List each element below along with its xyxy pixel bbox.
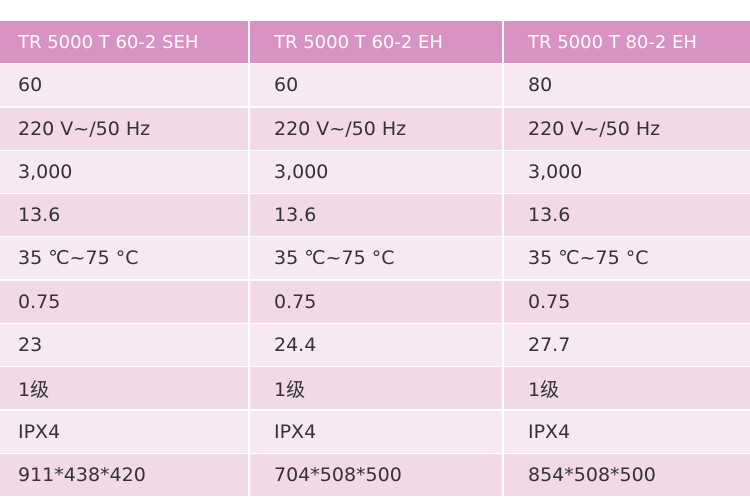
table-cell: 60 xyxy=(0,64,248,107)
table-cell: 704*508*500 xyxy=(250,453,502,496)
table-cell: 220 V~/50 Hz xyxy=(0,107,248,150)
header-cell: TR 5000 T 80-2 EH xyxy=(504,21,750,63)
header-row: TR 5000 T 60-2 SEH TR 5000 T 60-2 EH TR 50… xyxy=(0,21,750,64)
table-row: 23 24.4 27.7 xyxy=(0,324,750,367)
table-cell: 0.75 xyxy=(250,280,502,323)
table-cell: 1级 xyxy=(0,367,248,410)
table-cell: 13.6 xyxy=(250,194,502,237)
table-cell: IPX4 xyxy=(250,410,502,453)
table-row: 3,000 3,000 3,000 xyxy=(0,150,750,194)
table-cell: 80 xyxy=(504,64,750,107)
table-row: 35 ℃~75 °C 35 ℃~75 °C 35 ℃~75 °C xyxy=(0,237,750,280)
table-row: 911*438*420 704*508*500 854*508*500 xyxy=(0,453,750,497)
table-cell: 854*508*500 xyxy=(504,453,750,496)
header-cell: TR 5000 T 60-2 EH xyxy=(250,21,502,63)
table-cell: IPX4 xyxy=(504,410,750,453)
table-cell: 3,000 xyxy=(504,150,750,193)
table-cell: 27.7 xyxy=(504,324,750,367)
table-cell: 23 xyxy=(0,324,248,367)
table-row: 0.75 0.75 0.75 xyxy=(0,280,750,324)
table-row: 60 60 80 xyxy=(0,64,750,107)
table-row: IPX4 IPX4 IPX4 xyxy=(0,410,750,454)
table-cell: 3,000 xyxy=(250,150,502,193)
table-cell: 35 ℃~75 °C xyxy=(0,237,248,280)
table-cell: 0.75 xyxy=(0,280,248,323)
spec-table: TR 5000 T 60-2 SEH TR 5000 T 60-2 EH TR 50… xyxy=(0,21,750,497)
table-cell: IPX4 xyxy=(0,410,248,453)
table-row: 13.6 13.6 13.6 xyxy=(0,194,750,237)
table-cell: 13.6 xyxy=(0,194,248,237)
table-row: 1级 1级 1级 xyxy=(0,367,750,410)
table-row: 220 V~/50 Hz 220 V~/50 Hz 220 V~/50 Hz xyxy=(0,107,750,151)
table-cell: 13.6 xyxy=(504,194,750,237)
table-cell: 0.75 xyxy=(504,280,750,323)
table-cell: 1级 xyxy=(504,367,750,410)
header-cell: TR 5000 T 60-2 SEH xyxy=(0,21,248,63)
table-cell: 1级 xyxy=(250,367,502,410)
table-cell: 220 V~/50 Hz xyxy=(504,107,750,150)
table-cell: 35 ℃~75 °C xyxy=(250,237,502,280)
table-cell: 35 ℃~75 °C xyxy=(504,237,750,280)
table-cell: 220 V~/50 Hz xyxy=(250,107,502,150)
table-cell: 3,000 xyxy=(0,150,248,193)
table-cell: 60 xyxy=(250,64,502,107)
table-cell: 911*438*420 xyxy=(0,453,248,496)
table-cell: 24.4 xyxy=(250,324,502,367)
